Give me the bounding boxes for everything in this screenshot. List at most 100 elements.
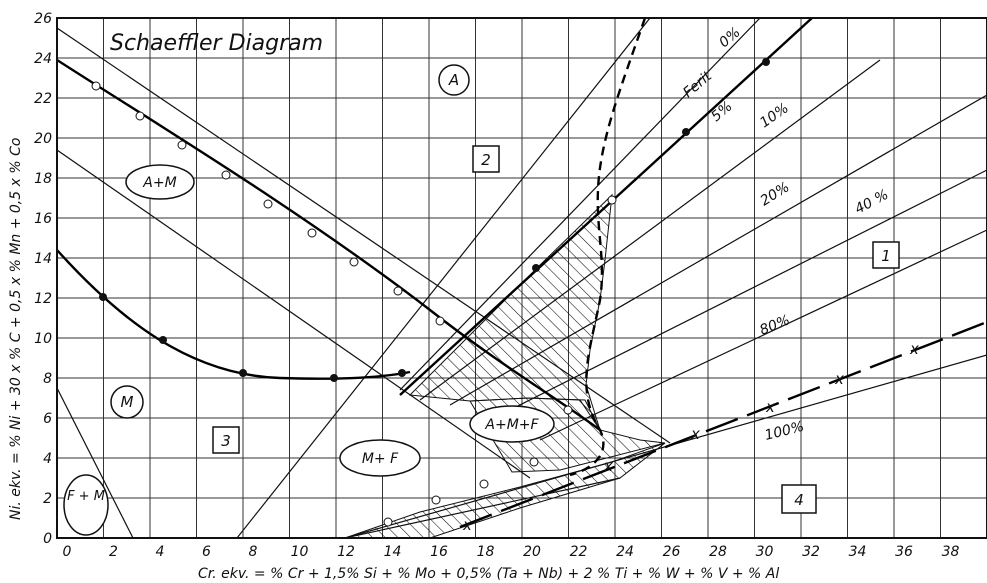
zone-3-label: 3 <box>221 432 231 450</box>
x-tick-label: 38 <box>942 544 960 560</box>
open-marker <box>177 140 187 150</box>
line-ferrite-boundary-dashed <box>569 18 647 477</box>
x-marker: x <box>765 398 775 416</box>
x-tick-label: 0 <box>63 544 72 560</box>
y-tick-label: 24 <box>34 51 52 67</box>
ferrite-line-40 <box>489 169 987 421</box>
x-tick-label: 12 <box>337 544 355 560</box>
y-tick-label: 14 <box>34 251 52 267</box>
open-marker <box>479 479 489 489</box>
line-m-curve <box>57 249 411 380</box>
x-tick-label: 14 <box>384 544 402 560</box>
ferrite-line-10 <box>419 59 881 401</box>
region-fm-ellipse <box>63 474 109 536</box>
x-marker: x <box>603 457 613 475</box>
y-tick-label: 4 <box>43 451 52 467</box>
x-marker: x <box>834 370 844 388</box>
region-am-label: A+M <box>142 175 176 191</box>
ferrite-line-20 <box>449 94 987 406</box>
open-marker <box>563 405 573 415</box>
x-tick-label: 4 <box>156 544 165 560</box>
plot-frame <box>56 17 987 539</box>
x-tick-label: 16 <box>430 544 448 560</box>
x-tick-label: 24 <box>616 544 634 560</box>
y-tick-label: 10 <box>34 331 52 347</box>
x-tick-label: 32 <box>802 544 820 560</box>
x-tick-label: 2 <box>109 544 118 560</box>
open-marker <box>383 517 393 527</box>
region-m-label: M <box>121 393 134 411</box>
line-upper-diagonal <box>57 27 671 444</box>
phase-lines <box>57 18 987 538</box>
diagram-title: Schaeffler Diagram <box>110 31 323 56</box>
region-mf-ellipse <box>339 439 421 477</box>
open-marker <box>135 111 145 121</box>
line-mf-boundary <box>236 18 651 538</box>
y-tick-label: 20 <box>34 131 52 147</box>
y-tick-label: 16 <box>34 211 52 227</box>
line-lower-diag <box>344 477 621 538</box>
zone-1-label: 1 <box>881 247 891 265</box>
y-tick-label: 6 <box>43 411 52 427</box>
x-tick-label: 30 <box>756 544 774 560</box>
filled-marker <box>762 58 770 66</box>
filled-marker <box>682 128 690 136</box>
x-tick-label: 6 <box>202 544 211 560</box>
line-fm-boundary <box>57 387 134 538</box>
x-marker: x <box>690 425 700 443</box>
ferrite-20-label: 20% <box>758 179 793 209</box>
ferrite-5-label: 5% <box>708 99 735 126</box>
filled-marker <box>398 369 406 377</box>
hatch-lower <box>344 442 666 538</box>
open-marker <box>349 257 359 267</box>
y-tick-label: 2 <box>43 491 52 507</box>
y-tick-label: 0 <box>43 531 52 547</box>
y-tick-label: 12 <box>34 291 52 307</box>
zone-boxes: 2 1 3 4 <box>212 145 900 514</box>
markers: x x x x x x <box>91 58 919 534</box>
x-tick-label: 26 <box>663 544 681 560</box>
region-m-circle <box>110 385 144 419</box>
zone-4-label: 4 <box>794 491 804 509</box>
zone-2-box <box>472 145 500 173</box>
open-marker <box>529 457 539 467</box>
region-a-circle <box>438 64 470 96</box>
y-tick-label: 18 <box>34 171 52 187</box>
filled-marker <box>532 264 540 272</box>
open-marker <box>307 228 317 238</box>
filled-marker <box>330 374 338 382</box>
x-marker: x <box>462 516 472 534</box>
x-tick-label: 22 <box>570 544 588 560</box>
region-am-ellipse <box>125 164 195 200</box>
open-marker <box>435 316 445 326</box>
x-tick-label: 18 <box>477 544 495 560</box>
y-axis-label: Ni. ekv. = % Ni + 30 x % C + 0,5 x % Mn … <box>8 138 24 520</box>
zone-4-box <box>781 484 817 514</box>
ferrite-line-5-bold <box>399 18 813 396</box>
x-tick-label: 36 <box>895 544 913 560</box>
ferrite-80-label: 80% <box>758 312 793 338</box>
region-labels: A A+M M F + M M+ F A+M+F <box>63 64 555 536</box>
open-marker <box>607 195 617 205</box>
zone-1-box <box>872 241 900 269</box>
region-fm-label: F + M <box>67 489 105 504</box>
region-amf-label: A+M+F <box>484 417 539 433</box>
open-marker <box>431 495 441 505</box>
region-mf-label: M+ F <box>362 451 399 467</box>
ferrite-title: Ferit <box>680 68 715 101</box>
ferrite-100-label: 100% <box>763 419 806 444</box>
x-tick-label: 34 <box>849 544 867 560</box>
zone-2-label: 2 <box>481 151 491 169</box>
ferrite-10-label: 10% <box>757 100 792 131</box>
x-marker: x <box>909 340 919 358</box>
y-tick-label: 8 <box>43 371 52 387</box>
region-a-label: A <box>448 71 459 89</box>
zone-3-box <box>212 426 240 454</box>
open-marker <box>221 170 231 180</box>
open-marker <box>263 199 273 209</box>
y-tick-label: 26 <box>34 11 52 27</box>
line-weld-dashed <box>459 320 987 529</box>
filled-marker <box>159 336 167 344</box>
filled-marker <box>239 369 247 377</box>
